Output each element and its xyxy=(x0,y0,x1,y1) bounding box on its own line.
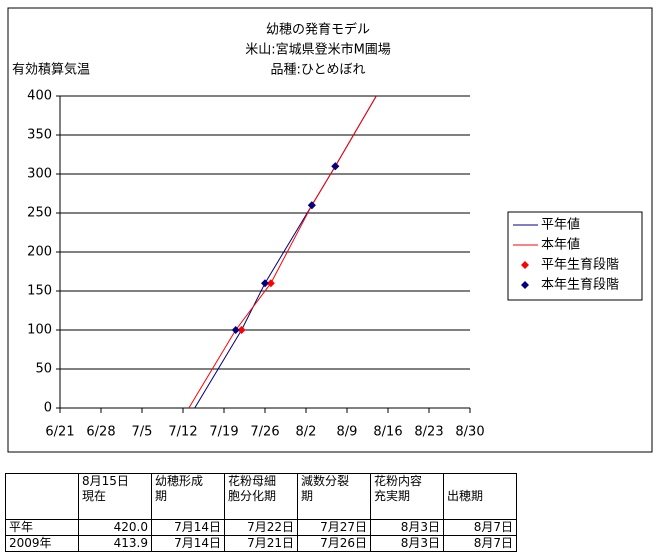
header-text: 胞分化期 xyxy=(228,489,277,503)
header-cell xyxy=(5,473,79,520)
x-tick-label: 6/21 xyxy=(45,425,74,440)
table-cell: 8月3日 xyxy=(370,519,444,536)
header-text: 現在 xyxy=(82,489,107,503)
header-text: 出穂期 xyxy=(447,489,484,503)
table-cell: 8月7日 xyxy=(443,519,517,536)
x-tick-label: 8/16 xyxy=(373,425,402,440)
table-cell: 7月26日 xyxy=(297,535,371,552)
chart-title: 品種:ひとめぼれ xyxy=(271,62,366,78)
legend-box xyxy=(507,211,643,301)
y-tick-label: 50 xyxy=(35,362,52,377)
header-text: 期 xyxy=(301,489,314,503)
header-text: 花粉内容 xyxy=(374,474,423,488)
header-text: 減数分裂 xyxy=(301,474,350,488)
legend-label: 平年生育段階 xyxy=(541,257,619,273)
legend-swatch xyxy=(521,261,529,269)
header-text: 幼穂形成 xyxy=(155,474,204,488)
series-line xyxy=(188,96,377,408)
x-tick-label: 7/5 xyxy=(132,425,153,440)
x-tick-label: 7/19 xyxy=(209,425,238,440)
table-cell: 8月3日 xyxy=(370,535,444,552)
legend-label: 平年値 xyxy=(541,217,580,233)
table-cell: 7月22日 xyxy=(224,519,298,536)
table-cell: 7月27日 xyxy=(297,519,371,536)
legend-label: 本年値 xyxy=(541,237,580,253)
table-cell: 420.0 xyxy=(78,519,152,536)
header-cell: 幼穂形成期 xyxy=(151,473,225,520)
data-table: 8月15日 現在 幼穂形成期花粉母細 胞分化期 減数分裂期花粉内容 充実期 出穂期 平年 420… xyxy=(5,473,517,552)
y-tick-label: 150 xyxy=(27,284,52,299)
header-text: 花粉母細 xyxy=(228,474,277,488)
chart-title: 米山:宮城県登米市M圃場 xyxy=(245,42,391,58)
x-tick-label: 7/12 xyxy=(168,425,197,440)
header-cell: 花粉母細 胞分化期 xyxy=(224,473,298,520)
series-marker xyxy=(266,279,275,288)
series-marker xyxy=(231,326,240,334)
chart-title: 幼穂の発育モデル xyxy=(266,22,370,38)
y-tick-label: 300 xyxy=(27,167,52,182)
y-tick-label: 350 xyxy=(27,128,52,143)
header-cell: 花粉内容 充実期 xyxy=(370,473,444,520)
y-tick-label: 200 xyxy=(27,245,52,260)
x-tick-label: 8/23 xyxy=(414,425,443,440)
x-tick-label: 8/9 xyxy=(337,425,358,440)
header-cell: 減数分裂期 xyxy=(297,473,371,520)
table-cell: 8月7日 xyxy=(443,535,517,552)
x-tick-label: 8/2 xyxy=(296,425,317,440)
y-tick-label: 250 xyxy=(27,206,52,221)
series-marker xyxy=(237,326,246,334)
legend-label: 本年生育段階 xyxy=(541,277,619,293)
table-cell: 2009年 xyxy=(5,535,79,552)
header-text: 期 xyxy=(155,489,168,503)
table-cell: 413.9 xyxy=(78,535,152,552)
y-tick-label: 400 xyxy=(27,89,52,104)
table-cell: 平年 xyxy=(5,519,79,536)
table-cell: 7月14日 xyxy=(151,519,225,536)
x-tick-label: 6/28 xyxy=(86,425,115,440)
table-cell: 7月14日 xyxy=(151,535,225,552)
header-text: 8月15日 xyxy=(82,474,129,488)
y-tick-label: 0 xyxy=(44,401,52,416)
legend-swatch xyxy=(521,281,529,289)
series-marker xyxy=(261,279,269,288)
y-axis-label: 有効積算気温 xyxy=(12,62,90,78)
y-tick-label: 100 xyxy=(27,323,52,338)
header-cell: 出穂期 xyxy=(443,473,517,520)
header-text: 充実期 xyxy=(374,489,411,503)
x-tick-label: 8/30 xyxy=(455,425,484,440)
header-cell: 8月15日 現在 xyxy=(78,473,152,520)
series-marker xyxy=(331,162,340,171)
x-tick-label: 7/26 xyxy=(250,425,279,440)
table-cell: 7月21日 xyxy=(224,535,298,552)
chart: 幼穂の発育モデル 米山:宮城県登米市M圃場 品種:ひとめぼれ 有効積算気温 0 5… xyxy=(7,7,653,453)
series-marker xyxy=(307,201,316,210)
